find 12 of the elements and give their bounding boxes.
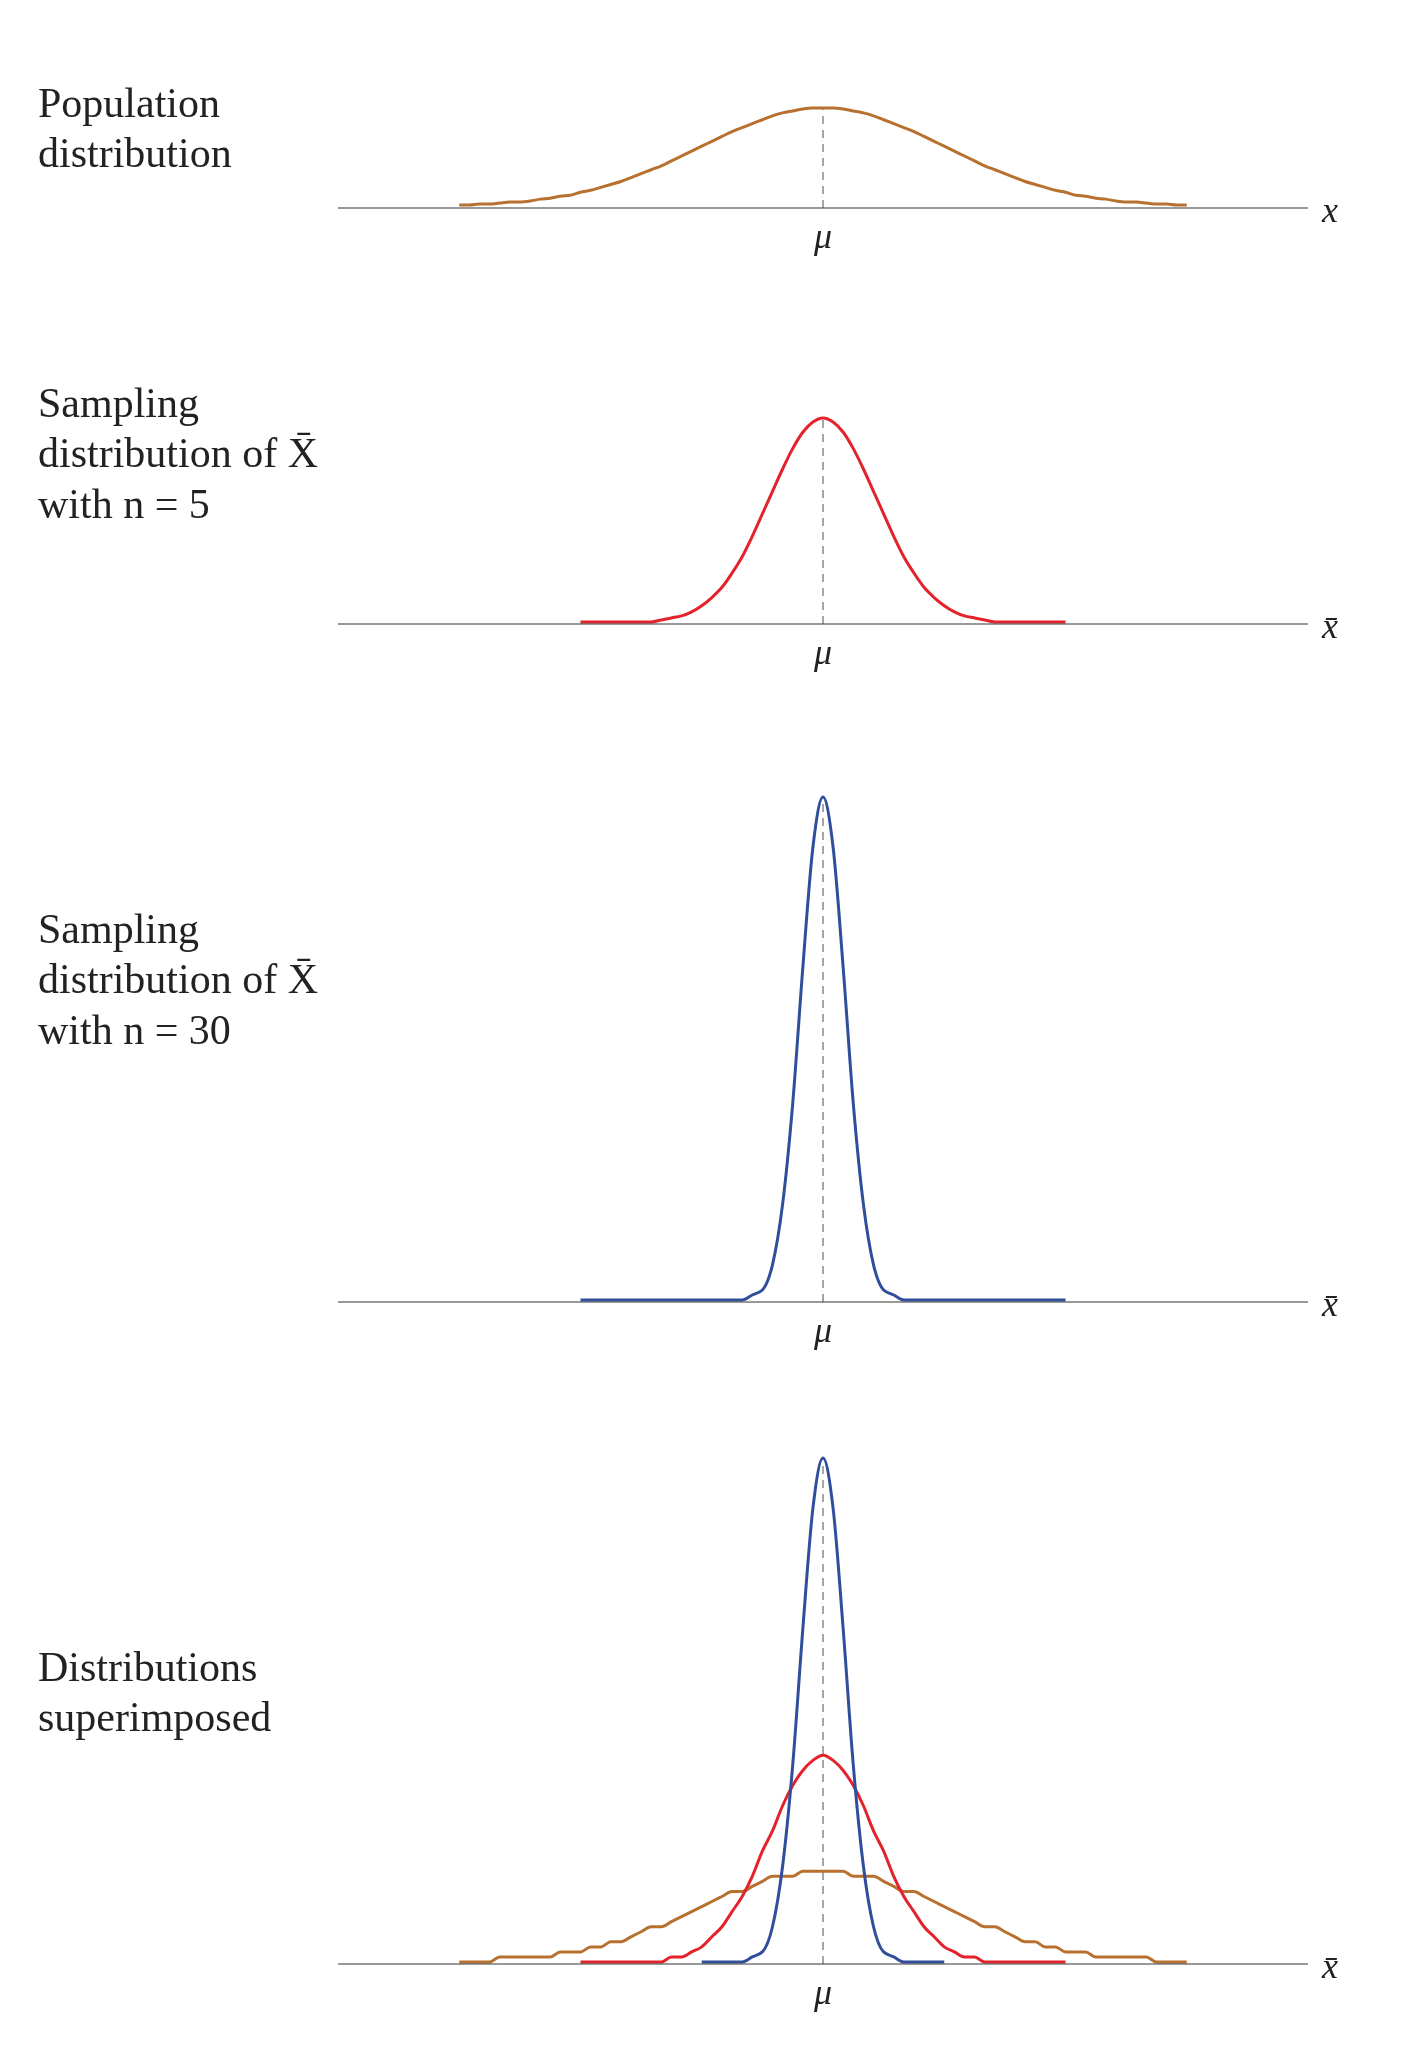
- text: Distributions superimposed: [37, 1643, 273, 1743]
- x-axis-title: x̄: [1321, 1946, 1338, 1986]
- chart-title: Sampling distribution of X̄ with n = 5: [37, 379, 319, 529]
- chart-title: Population distribution: [37, 79, 233, 179]
- text: Sampling distribution of X̄ with n = 30: [37, 905, 319, 1055]
- text: μ: [813, 1972, 833, 2012]
- x-axis-title: x̄: [1321, 1284, 1338, 1324]
- text: μ: [813, 216, 833, 256]
- text: μ: [813, 632, 833, 672]
- text: μ: [813, 1310, 833, 1350]
- x-axis-title: x̄: [1321, 606, 1338, 646]
- x-axis-title: x: [1321, 190, 1338, 230]
